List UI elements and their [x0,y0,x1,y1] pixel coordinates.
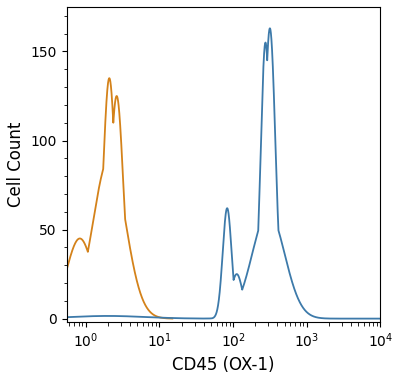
X-axis label: CD45 (OX-1): CD45 (OX-1) [172,356,275,374]
Y-axis label: Cell Count: Cell Count [7,122,25,207]
